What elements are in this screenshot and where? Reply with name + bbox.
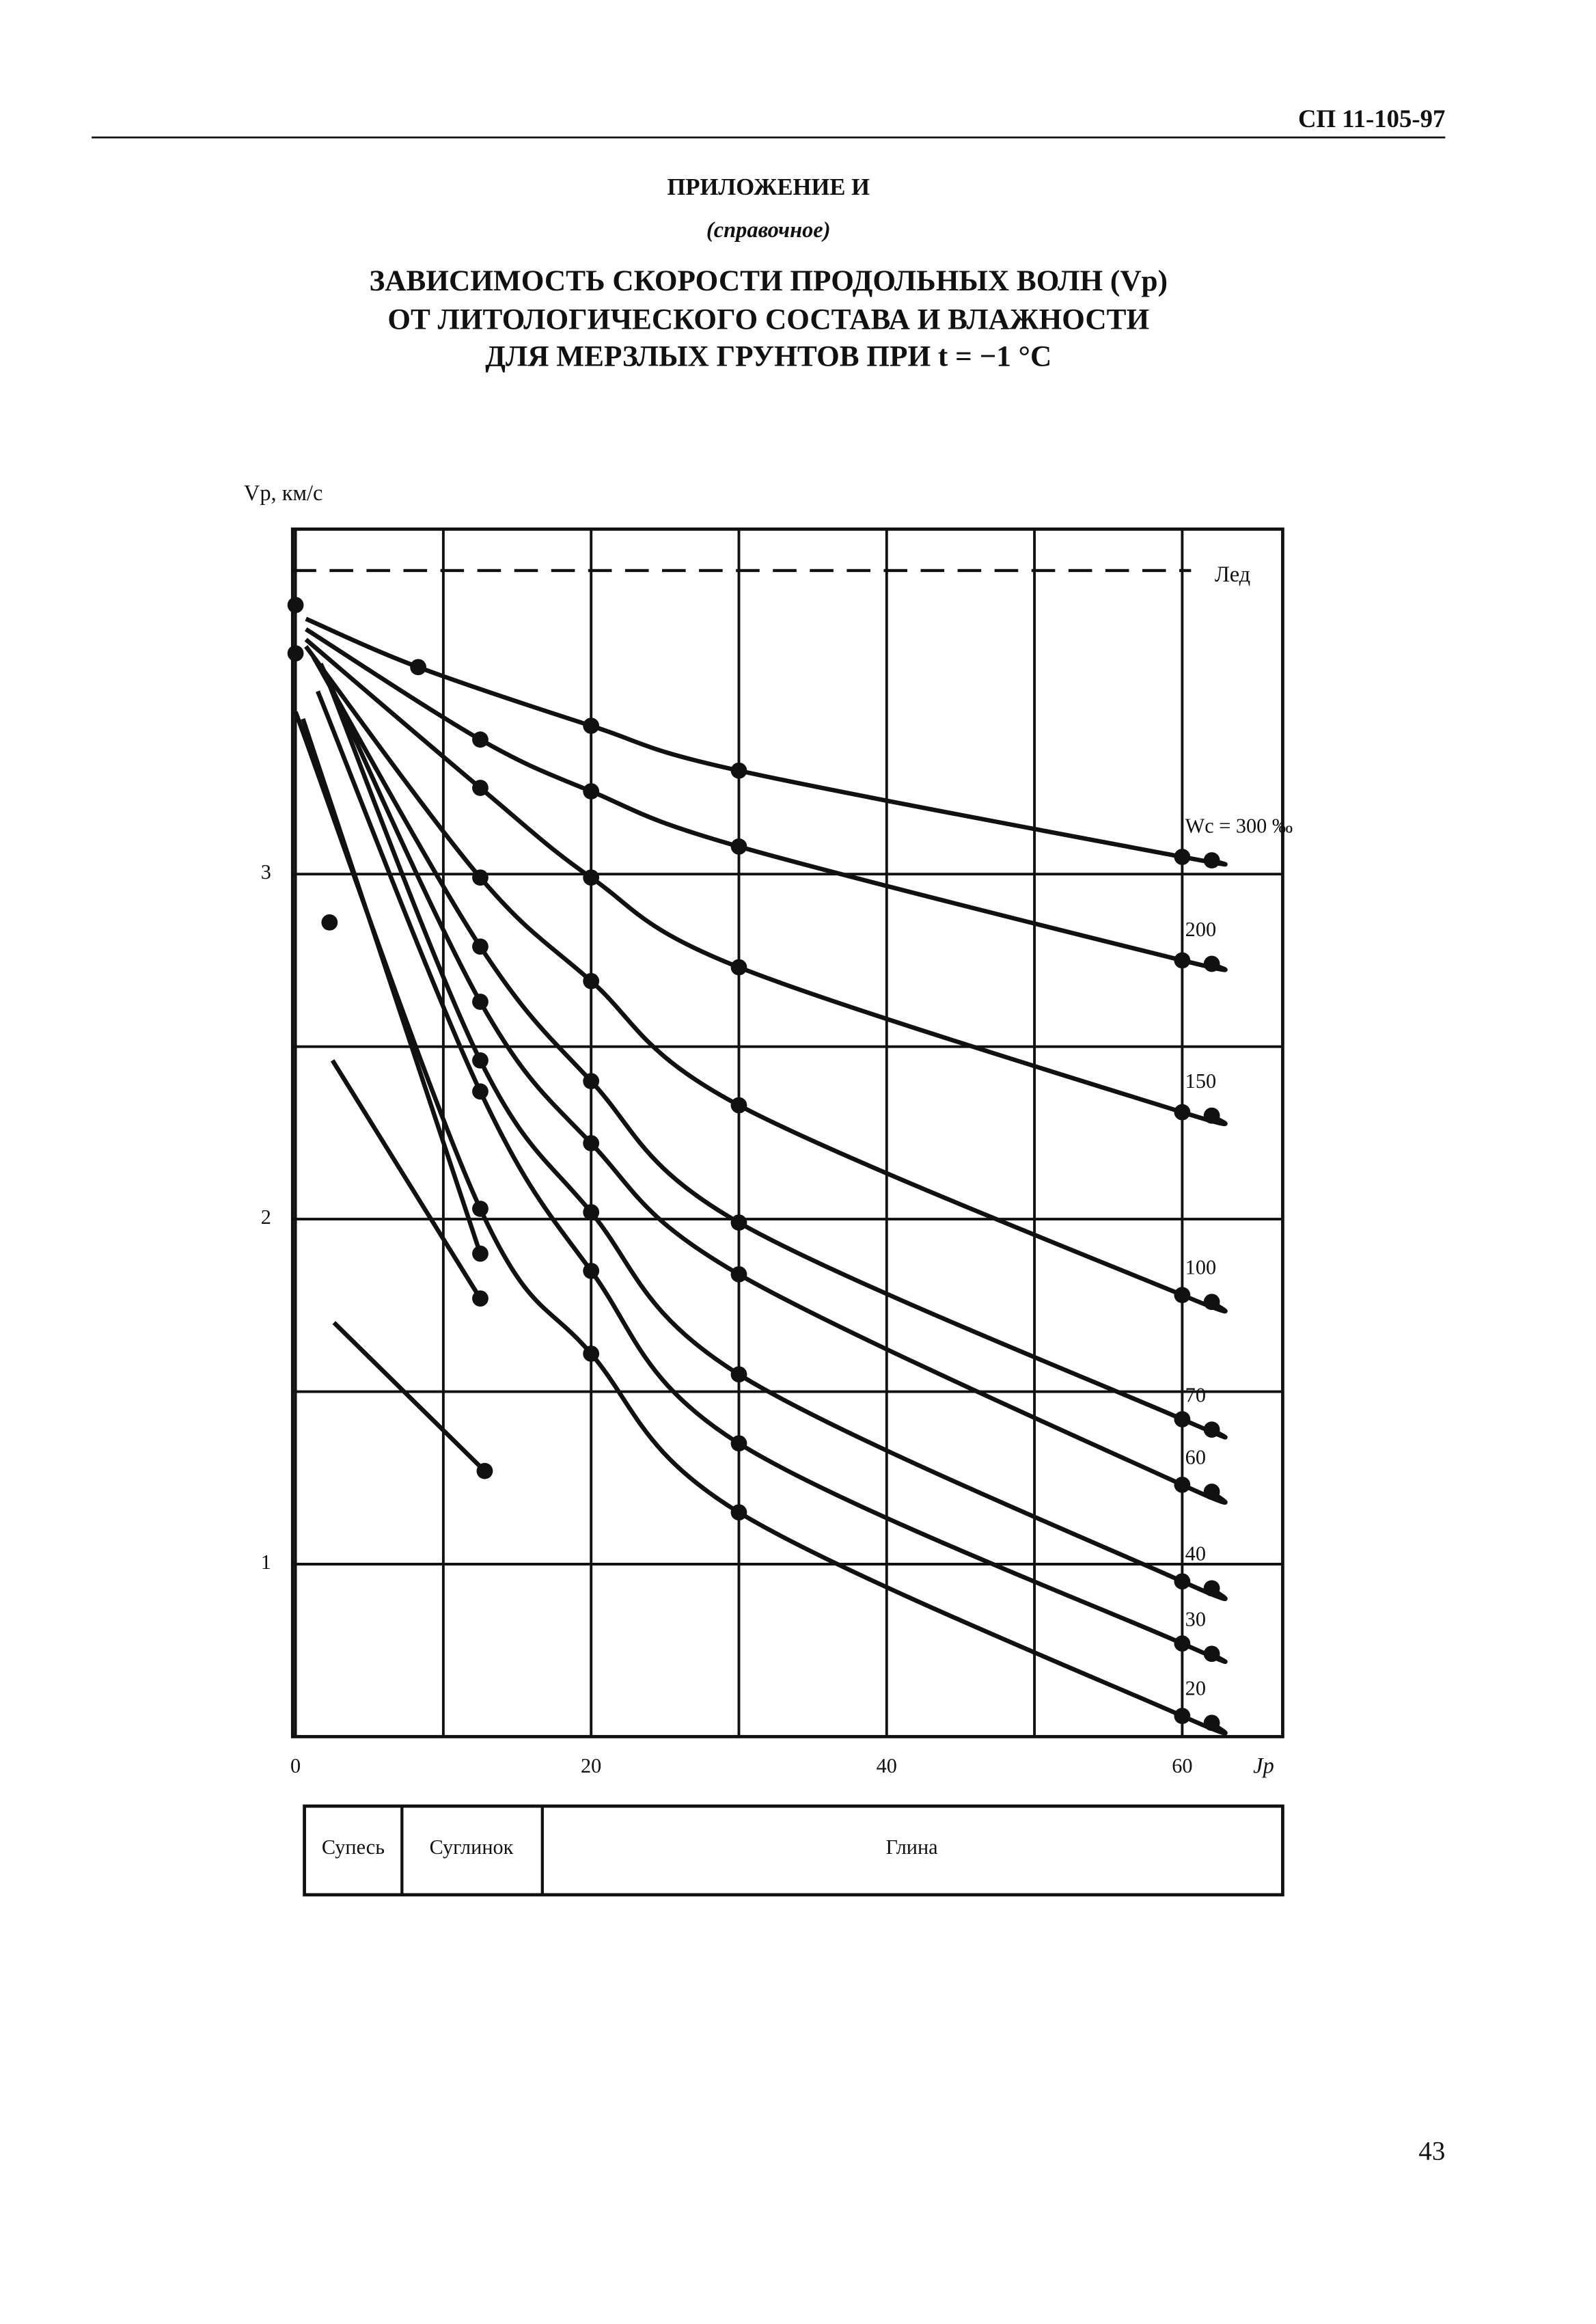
- soil-cell: Глина: [885, 1835, 938, 1859]
- data-point: [730, 1214, 747, 1231]
- data-point: [1203, 1107, 1220, 1124]
- data-point: [472, 1201, 489, 1217]
- curve: [293, 711, 1228, 1736]
- data-point: [1174, 1708, 1191, 1725]
- data-point: [583, 1135, 600, 1151]
- heading-line: ДЛЯ МЕРЗЛЫХ ГРУНТОВ ПРИ t = −1 °С: [485, 340, 1051, 373]
- series-label: 200: [1185, 918, 1216, 941]
- soil-table: [303, 1804, 1284, 1897]
- series-label: 150: [1185, 1069, 1216, 1093]
- data-point: [730, 1435, 747, 1452]
- data-point: [1174, 1476, 1191, 1493]
- series-label: 70: [1185, 1383, 1206, 1406]
- data-point: [583, 1345, 600, 1362]
- data-point: [730, 762, 747, 779]
- data-point: [1203, 1484, 1220, 1500]
- data-point: [472, 780, 489, 796]
- data-point: [1174, 1104, 1191, 1121]
- data-point: [1174, 952, 1191, 969]
- appendix-title: ПРИЛОЖЕНИЕ И: [667, 174, 870, 200]
- curve: [316, 690, 1228, 1665]
- data-point: [472, 1052, 489, 1069]
- data-point: [472, 1245, 489, 1262]
- soil-cell: Супесь: [322, 1835, 385, 1859]
- x-tick-label: 20: [581, 1754, 601, 1777]
- data-point: [1203, 955, 1220, 972]
- curve: [301, 718, 483, 1255]
- page-number: 43: [1418, 2136, 1445, 2165]
- data-point: [1174, 1411, 1191, 1427]
- data-point: [1203, 1580, 1220, 1597]
- data-point: [730, 959, 747, 976]
- data-point: [583, 1204, 600, 1220]
- data-point: [730, 1266, 747, 1283]
- data-point: [410, 659, 427, 676]
- series-label: 20: [1185, 1677, 1206, 1700]
- data-point: [730, 1504, 747, 1521]
- data-point: [1174, 849, 1191, 865]
- data-point: [321, 914, 338, 931]
- data-point: [472, 1290, 489, 1307]
- data-point: [472, 938, 489, 955]
- soil-cell: Суглинок: [430, 1835, 514, 1859]
- data-point: [1203, 1645, 1220, 1663]
- data-point: [472, 869, 489, 886]
- series-label: Wc = 300 ‰: [1185, 814, 1293, 837]
- data-point: [583, 869, 600, 886]
- data-point: [730, 838, 747, 855]
- series-label: 60: [1185, 1445, 1206, 1468]
- data-point: [583, 1073, 600, 1090]
- series-label: 30: [1185, 1608, 1206, 1631]
- series-label: 40: [1185, 1542, 1206, 1566]
- data-point: [476, 1462, 493, 1479]
- data-point: [1203, 852, 1220, 869]
- data-point: [583, 972, 600, 989]
- data-point: [287, 597, 304, 614]
- x-axis-label: Jp: [1253, 1753, 1274, 1778]
- x-tick-label: 60: [1172, 1754, 1192, 1777]
- data-point: [472, 1083, 489, 1100]
- data-point: [583, 717, 600, 735]
- data-point: [1203, 1294, 1220, 1311]
- y-tick-label: 2: [261, 1205, 271, 1229]
- x-tick-label: 40: [877, 1754, 897, 1777]
- data-point: [472, 731, 489, 748]
- y-tick-label: 3: [261, 860, 271, 884]
- ice-label: Лед: [1215, 562, 1250, 587]
- y-tick-label: 1: [261, 1550, 271, 1574]
- data-point: [730, 1097, 747, 1114]
- doc-code: СП 11-105-97: [1298, 105, 1445, 133]
- plot-frame: [290, 527, 1284, 1738]
- y-axis-label: Vp, км/с: [244, 481, 323, 506]
- data-point: [472, 994, 489, 1010]
- x-tick-label: 0: [290, 1754, 301, 1777]
- chart: Vp, км/с Jp 0 20 40 60 1 2 3 Лед Wc = 300 ‰ 200 15…: [244, 481, 1293, 1778]
- curve: [322, 673, 1228, 1602]
- data-point: [287, 645, 304, 661]
- heading-line: ОТ ЛИТОЛОГИЧЕСКОГО СОСТАВА И ВЛАЖНОСТИ: [387, 303, 1149, 336]
- heading-line: ЗАВИСИМОСТЬ СКОРОСТИ ПРОДОЛЬНЫХ ВОЛН (Vp…: [369, 264, 1168, 297]
- data-point: [730, 1366, 747, 1383]
- series-label: 100: [1185, 1256, 1216, 1279]
- data-point: [1174, 1287, 1191, 1304]
- data-point: [1203, 1714, 1220, 1732]
- data-point: [583, 783, 600, 799]
- appendix-subtitle: (справочное): [706, 218, 831, 243]
- data-point: [1174, 1635, 1191, 1652]
- curve: [332, 1321, 486, 1473]
- curve: [330, 1059, 482, 1300]
- data-point: [583, 1262, 600, 1279]
- data-point: [1174, 1573, 1191, 1590]
- data-point: [1203, 1421, 1220, 1438]
